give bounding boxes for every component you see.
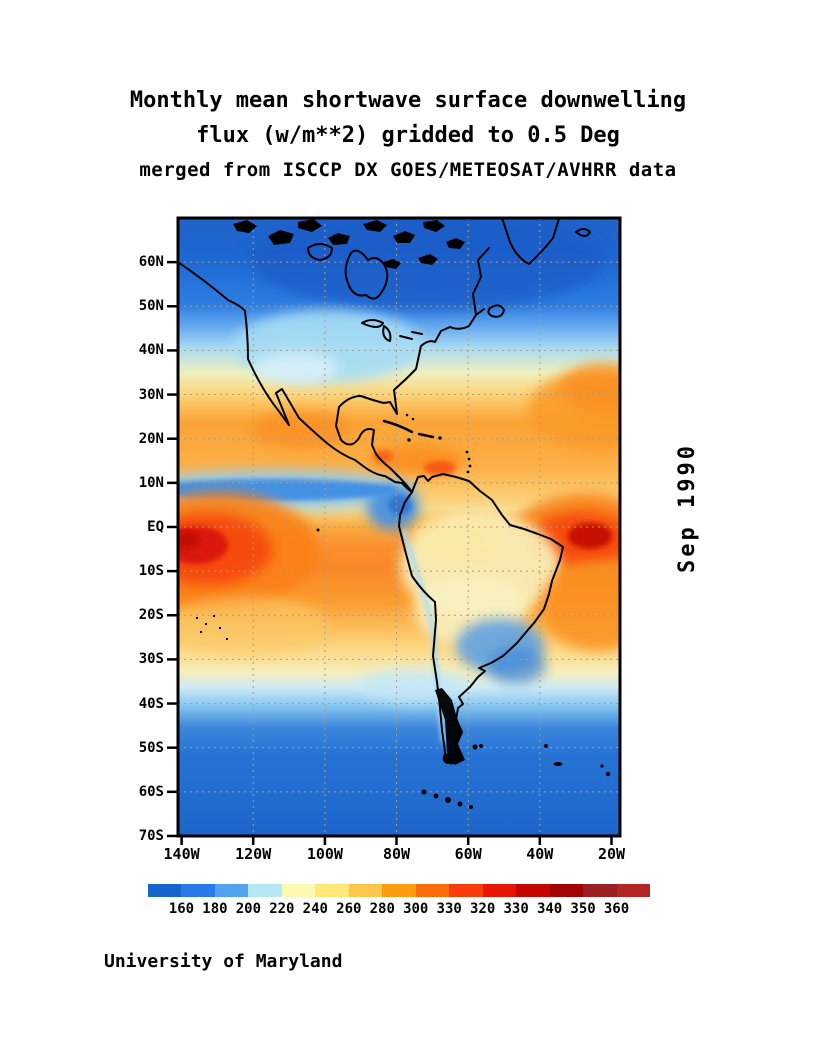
- lat-tick-label: 10S: [138, 563, 164, 580]
- colorbar-tick-label: 350: [570, 901, 596, 917]
- colorbar-segment: [449, 884, 483, 897]
- flux-anomaly-blobs: [178, 218, 620, 744]
- colorbar-tick-label: 320: [470, 901, 496, 917]
- lon-tick-label: 20W: [597, 845, 626, 863]
- lat-tick-label: 30S: [138, 651, 164, 668]
- lon-tick-label: 120W: [235, 845, 272, 863]
- lat-tick-label: 10N: [138, 474, 164, 491]
- lat-tick-label: 50S: [138, 739, 164, 756]
- colorbar-segment: [181, 884, 215, 897]
- colorbar-segment: [248, 884, 282, 897]
- coastlines: [178, 218, 591, 764]
- lon-tick-label: 100W: [306, 845, 343, 863]
- colorbar-segment: [315, 884, 349, 897]
- lon-tick-label: 40W: [526, 845, 554, 863]
- flux-map-graphic: [167, 216, 622, 845]
- lon-tick-label: 140W: [163, 845, 200, 863]
- colorbar-segment: [382, 884, 416, 897]
- lat-tick-label: 20S: [138, 607, 164, 624]
- lat-tick-label: 60S: [138, 783, 164, 800]
- lat-tick-label: EQ: [147, 518, 164, 535]
- date-label: Sep 1990: [675, 443, 700, 573]
- colorbar-segment: [148, 884, 182, 897]
- colorbar-segment: [616, 884, 651, 897]
- lat-tick-label: 30N: [138, 386, 164, 403]
- lat-tick-label: 40S: [138, 695, 164, 712]
- lat-tick-label: 20N: [138, 430, 164, 447]
- colorbar-tick-label: 280: [369, 901, 395, 917]
- lon-tick-label: 60W: [454, 845, 482, 863]
- colorbar-segment: [516, 884, 550, 897]
- gridlines: [178, 218, 620, 836]
- lat-tick-label: 40N: [138, 342, 164, 359]
- colorbar-tick-label: 360: [603, 901, 630, 917]
- colorbar-tick-label: 330: [503, 901, 529, 917]
- colorbar-tick-label: 260: [336, 901, 362, 917]
- colorbar-segment: [348, 884, 383, 897]
- colorbar-tick-label: 240: [302, 901, 328, 917]
- colorbar-tick-label: 340: [536, 901, 563, 917]
- figure-subtitle: merged from ISCCP DX GOES/METEOSAT/AVHRR…: [139, 159, 677, 181]
- lon-tick-label: 80W: [382, 845, 411, 863]
- credit-text: University of Maryland: [104, 951, 343, 972]
- colorbar-segment: [281, 884, 316, 897]
- latitude-tick-marks: [167, 260, 178, 838]
- colorbar-segment: [214, 884, 249, 897]
- land-ice-islands: [196, 219, 611, 809]
- colorbar-tick-label: 180: [202, 901, 228, 917]
- figure-title-line2: flux (w/m**2) gridded to 0.5 Deg: [196, 123, 620, 148]
- lat-tick-label: 70S: [138, 827, 164, 844]
- colorbar-segment: [583, 884, 617, 897]
- figure-title-line1: Monthly mean shortwave surface downwelli…: [129, 88, 687, 113]
- colorbar-tick-label: 330: [436, 901, 462, 917]
- colorbar-tick-label: 300: [403, 901, 429, 917]
- colorbar-tick-label: 220: [269, 901, 295, 917]
- lat-tick-label: 50N: [138, 298, 164, 315]
- colorbar-segment: [549, 884, 584, 897]
- colorbar-tick-label: 200: [235, 901, 262, 917]
- colorbar-tick-label: 160: [168, 901, 195, 917]
- colorbar: [148, 884, 651, 897]
- colorbar-segment: [482, 884, 517, 897]
- longitude-tick-marks: [180, 836, 613, 845]
- colorbar-segment: [415, 884, 450, 897]
- lat-tick-label: 60N: [138, 254, 164, 271]
